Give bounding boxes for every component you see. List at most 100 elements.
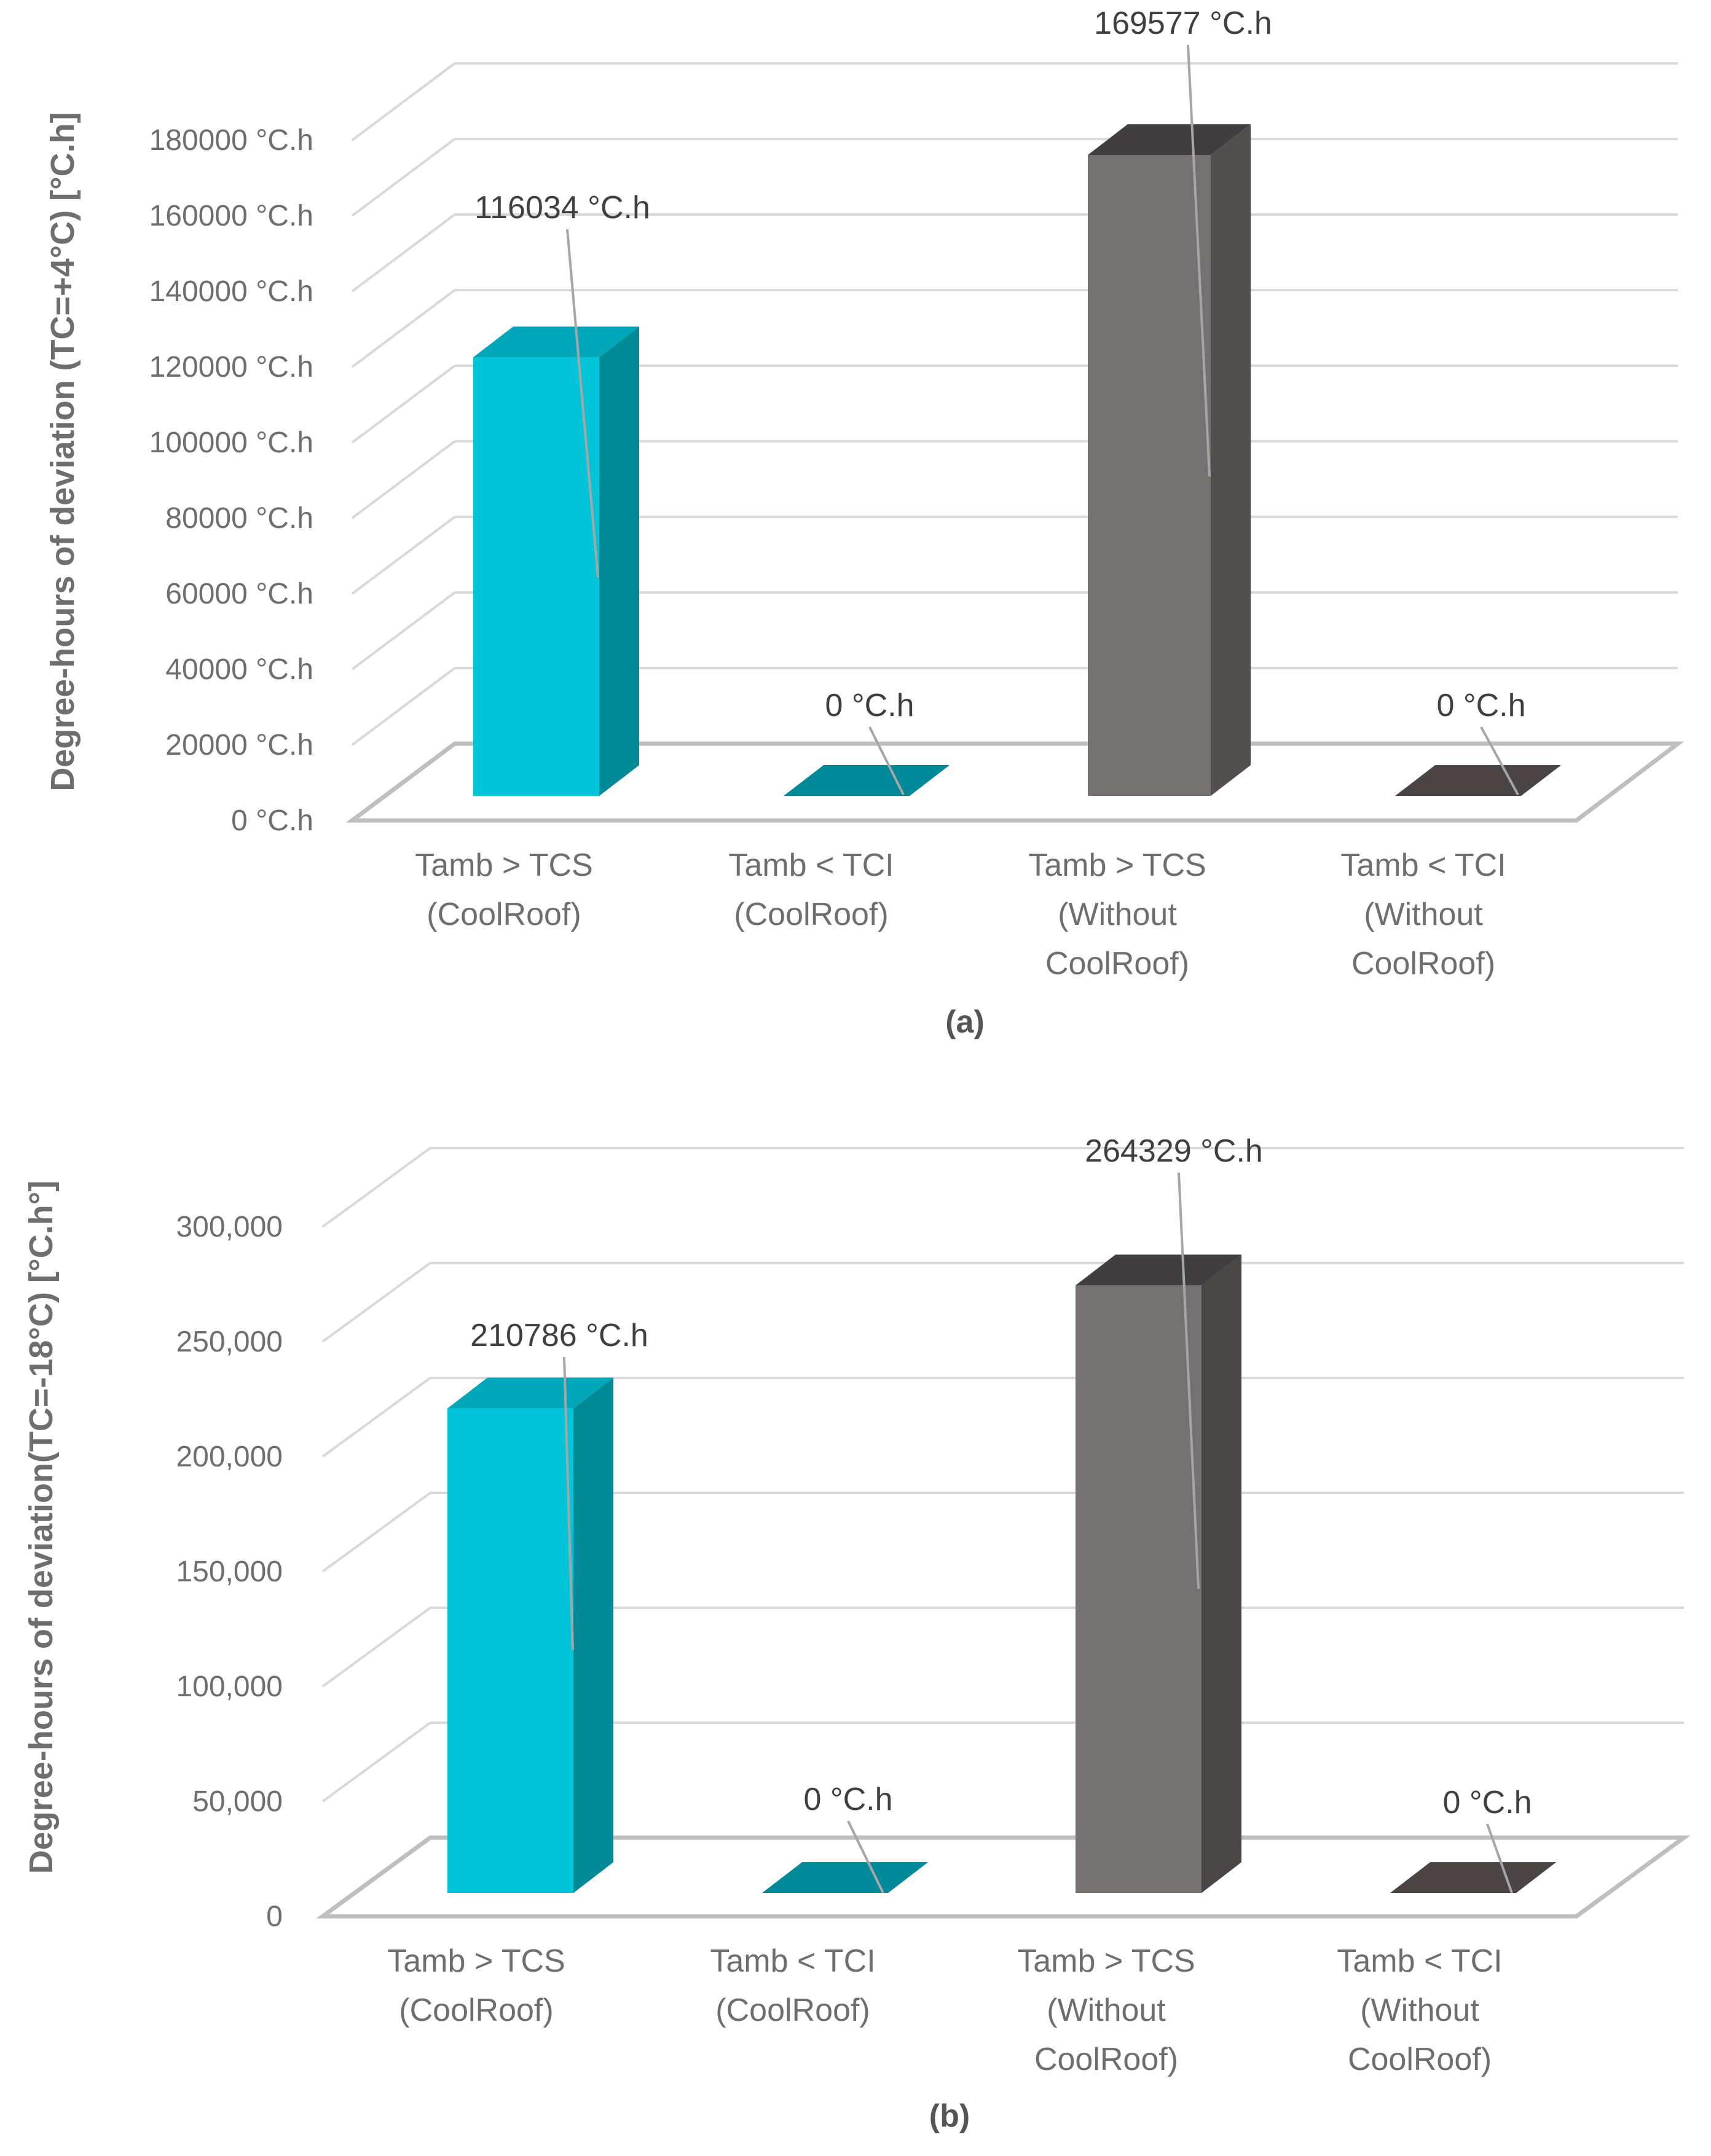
leader-line — [847, 1820, 884, 1894]
category-label-line: CoolRoof) — [1045, 946, 1189, 982]
data-label: 116034 °C.h — [474, 190, 650, 226]
y-axis-title: Degree-hours of deviation (TC=+4°C) [°C.… — [44, 112, 81, 791]
side-gridline — [321, 1721, 431, 1803]
y-tick-label: 160000 °C.h — [149, 200, 313, 232]
category-label: Tamb > TCS (Without CoolRoof) — [1028, 848, 1206, 982]
category-label-line: Tamb > TCS — [387, 1943, 565, 1979]
bar-front — [447, 1408, 573, 1893]
bar-side — [1211, 124, 1251, 797]
y-axis-title: Degree-hours of deviation(TC=-18°C) [°C.… — [23, 1181, 60, 1874]
category-label-line: (Without — [1058, 897, 1177, 932]
leader-line — [566, 229, 599, 578]
y-tick-label: 100,000 — [176, 1670, 283, 1703]
y-tick-label: 80000 °C.h — [165, 502, 313, 535]
floor — [345, 741, 1685, 823]
bar-top — [473, 326, 639, 358]
category-label-line: Tamb > TCS — [415, 848, 592, 883]
bar-front — [1088, 155, 1211, 797]
category-label-line: Tamb > TCS — [1017, 1943, 1195, 1979]
side-gridline — [351, 62, 456, 141]
category-label-line: Tamb < TCI — [1337, 1943, 1502, 1979]
leader-line — [1178, 1172, 1200, 1589]
category-label-line: CoolRoof) — [1348, 2042, 1492, 2077]
y-tick-label: 150,000 — [176, 1556, 283, 1588]
bar-side — [599, 326, 639, 796]
y-tick-label: 40000 °C.h — [165, 653, 313, 686]
y-tick-label: 200,000 — [176, 1441, 283, 1473]
side-gridline — [351, 516, 456, 595]
bar-top — [447, 1377, 613, 1409]
bar-side — [1202, 1254, 1241, 1893]
data-label: 0 °C.h — [803, 1782, 892, 1817]
category-label: Tamb < TCI (CoolRoof) — [728, 848, 894, 932]
leader-line — [563, 1356, 574, 1651]
floor — [316, 1835, 1691, 1919]
category-label-line: (CoolRoof) — [427, 897, 581, 932]
bar-side — [573, 1377, 613, 1893]
panel-label: (b) — [929, 2098, 970, 2134]
bar-top — [1390, 1862, 1556, 1893]
chart-b: 0 50,000 100,000 150,000 200,000 250,000 300,0… — [23, 1133, 1691, 2134]
bar-top — [762, 1862, 928, 1893]
category-label-line: Tamb < TCI — [728, 848, 894, 883]
y-tick-label: 100000 °C.h — [149, 427, 313, 459]
category-label: Tamb > TCS (CoolRoof) — [387, 1943, 565, 2028]
y-tick-label: 140000 °C.h — [149, 275, 313, 308]
side-gridline — [321, 1607, 431, 1688]
data-label: 210786 °C.h — [470, 1318, 648, 1353]
category-label-line: (Without — [1364, 897, 1483, 932]
y-tick-label: 120000 °C.h — [149, 351, 313, 384]
data-label: 0 °C.h — [1442, 1785, 1532, 1820]
category-label: Tamb < TCI (Without CoolRoof) — [1340, 848, 1506, 982]
data-label: 0 °C.h — [1436, 688, 1525, 723]
y-tick-label: 250,000 — [176, 1326, 283, 1358]
leader-line — [1187, 44, 1211, 477]
panel-label: (a) — [945, 1004, 985, 1040]
category-label-line: (Without — [1360, 1993, 1479, 2028]
side-gridline — [351, 289, 456, 368]
category-label: Tamb < TCI (Without CoolRoof) — [1337, 1943, 1502, 2077]
category-label-line: (CoolRoof) — [715, 1993, 870, 2028]
data-label: 169577 °C.h — [1094, 6, 1272, 41]
chart-a: 0 °C.h 20000 °C.h 40000 °C.h 60000 °C.h 8000… — [44, 6, 1685, 1040]
leader-line — [1486, 1824, 1513, 1894]
data-label: 0 °C.h — [825, 688, 914, 723]
category-label-line: Tamb > TCS — [1028, 848, 1206, 883]
category-label-line: CoolRoof) — [1034, 2042, 1178, 2077]
bar-front — [473, 357, 599, 796]
category-label-line: Tamb < TCI — [710, 1943, 875, 1979]
category-label: Tamb > TCS (CoolRoof) — [415, 848, 592, 932]
bar-top — [1395, 765, 1561, 796]
category-label-line: (Without — [1047, 1993, 1166, 2028]
side-gridline — [351, 213, 456, 293]
bar-top — [784, 765, 950, 796]
side-gridline — [351, 440, 456, 519]
bar-front — [1076, 1285, 1202, 1893]
y-tick-label: 50,000 — [192, 1785, 283, 1818]
side-gridline — [321, 1262, 431, 1343]
side-gridline — [351, 364, 456, 444]
y-tick-label: 0 °C.h — [231, 805, 313, 837]
data-label: 264329 °C.h — [1085, 1133, 1263, 1169]
bar-top — [1088, 124, 1251, 155]
side-gridline — [351, 591, 456, 671]
side-gridline — [321, 1147, 431, 1228]
category-label-line: Tamb < TCI — [1340, 848, 1506, 883]
category-label-line: (CoolRoof) — [734, 897, 888, 932]
category-label-line: CoolRoof) — [1351, 946, 1495, 982]
bar-top — [1076, 1254, 1241, 1286]
y-tick-label: 180000 °C.h — [149, 124, 313, 157]
category-label: Tamb < TCI (CoolRoof) — [710, 1943, 875, 2028]
leader-line — [868, 726, 905, 795]
y-tick-label: 60000 °C.h — [165, 578, 313, 610]
y-tick-label: 0 — [266, 1900, 283, 1933]
y-tick-label: 20000 °C.h — [165, 729, 313, 761]
leader-line — [1480, 726, 1519, 795]
side-gridline — [351, 667, 456, 746]
category-label-line: (CoolRoof) — [399, 1993, 553, 2028]
y-tick-label: 300,000 — [176, 1211, 283, 1243]
side-gridline — [321, 1377, 431, 1458]
side-gridline — [351, 138, 456, 217]
category-label: Tamb > TCS (Without CoolRoof) — [1017, 1943, 1195, 2077]
